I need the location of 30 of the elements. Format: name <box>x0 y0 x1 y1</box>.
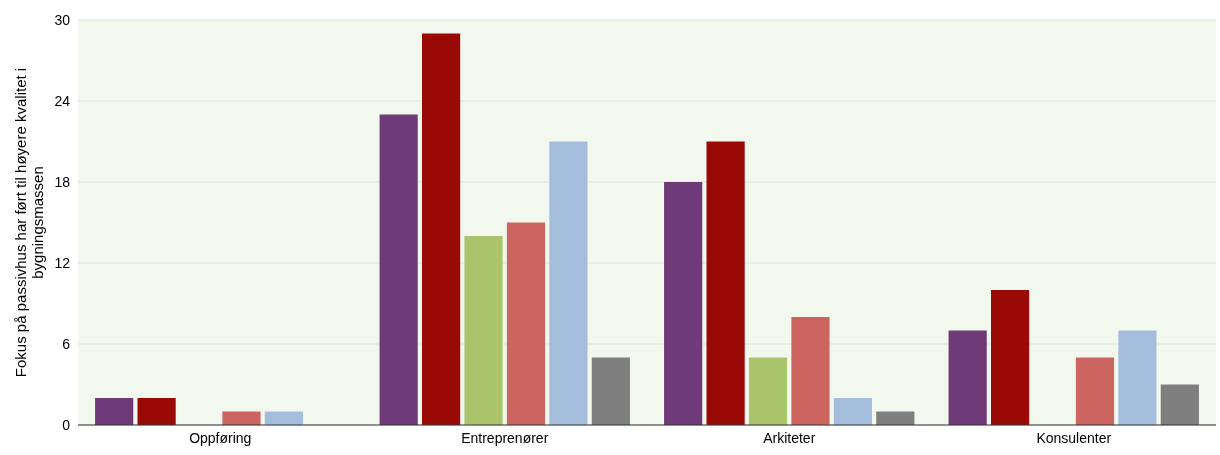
x-tick-label: Konsulenter <box>1036 430 1112 446</box>
y-tick-label: 12 <box>54 254 71 271</box>
bar <box>791 317 830 425</box>
y-tick-label: 6 <box>62 335 71 352</box>
y-tick-label: 30 <box>54 11 71 28</box>
y-tick-label: 18 <box>54 173 71 190</box>
bar <box>379 114 418 425</box>
bar <box>664 182 703 425</box>
bar <box>748 357 788 425</box>
bar <box>422 33 461 425</box>
y-axis-title: Fokus på passivhus har ført til høyere kvalitet i bygningsmassen <box>12 67 46 378</box>
bar <box>833 398 872 425</box>
bar <box>95 398 134 425</box>
bar <box>706 141 745 425</box>
x-tick-label: Oppføring <box>189 430 252 446</box>
bar <box>948 330 987 425</box>
bar <box>137 398 176 425</box>
x-tick-label: Arkiteter <box>763 430 816 446</box>
bar <box>1160 384 1199 425</box>
bar <box>464 236 503 425</box>
y-tick-label: 0 <box>62 416 71 433</box>
bar <box>1118 330 1157 425</box>
bar <box>991 290 1030 425</box>
x-tick-label: Entreprenører <box>461 430 549 446</box>
bar <box>1075 357 1115 425</box>
bar <box>506 222 546 425</box>
bar <box>549 141 588 425</box>
y-tick-label: 24 <box>54 92 71 109</box>
bar <box>222 411 261 425</box>
bar <box>591 357 630 425</box>
